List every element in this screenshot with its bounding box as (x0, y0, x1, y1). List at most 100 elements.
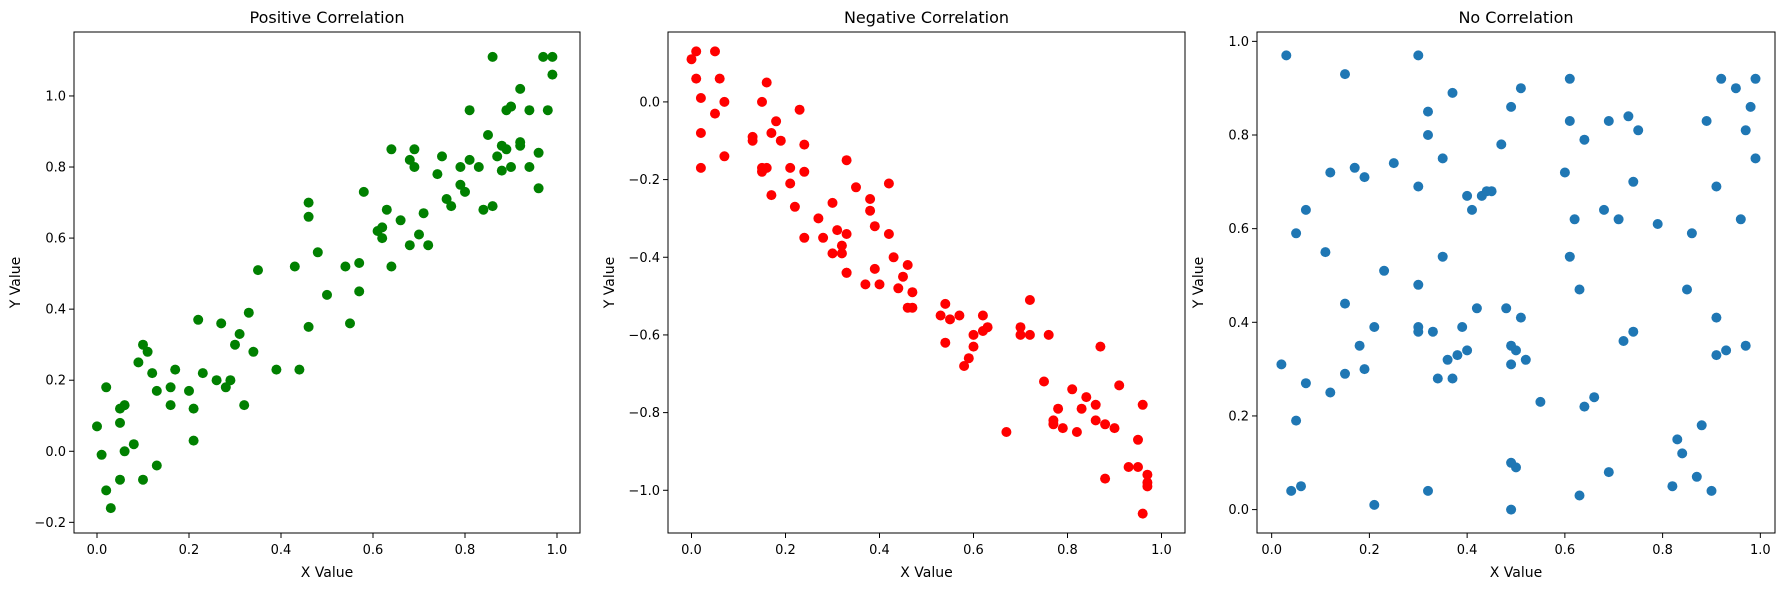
data-point (1471, 303, 1482, 314)
data-point (216, 318, 227, 329)
data-point (409, 162, 420, 172)
data-point (1048, 419, 1059, 430)
data-point (865, 194, 876, 204)
data-points (1276, 50, 1761, 515)
data-point (115, 417, 125, 428)
data-point (1618, 336, 1629, 346)
data-point (799, 166, 810, 177)
data-point (695, 162, 706, 173)
data-point (464, 105, 475, 116)
data-point (1114, 380, 1125, 391)
data-point (1701, 116, 1712, 126)
chart-title: Positive Correlation (250, 8, 405, 27)
data-point (225, 375, 236, 386)
data-point (818, 232, 829, 243)
data-point (1486, 186, 1497, 197)
data-point (151, 385, 162, 396)
data-point (1677, 448, 1688, 459)
y-tick-label: 0.6 (45, 232, 66, 247)
data-point (968, 341, 979, 352)
data-point (1711, 312, 1722, 323)
data-point (248, 346, 259, 357)
y-tick-label: 0.2 (45, 374, 66, 389)
data-point (1015, 322, 1026, 333)
data-point (841, 229, 852, 239)
data-point (1423, 130, 1433, 140)
data-point (959, 361, 970, 371)
data-point (775, 135, 786, 146)
y-axis-label: Y Value (1191, 257, 1207, 309)
data-point (1735, 214, 1746, 225)
data-point (1291, 228, 1302, 239)
axes-frame (667, 31, 1186, 534)
data-point (423, 240, 434, 251)
data-point (1515, 83, 1526, 94)
data-point (1706, 485, 1717, 496)
data-point (1437, 153, 1448, 164)
data-point (1340, 69, 1350, 80)
data-point (1142, 469, 1153, 480)
data-point (234, 329, 245, 339)
data-point (799, 232, 810, 243)
data-point (893, 283, 904, 294)
data-point (230, 339, 240, 350)
x-tick-label: 1.0 (1151, 543, 1172, 558)
data-point (836, 240, 847, 251)
data-point (1090, 415, 1101, 426)
data-point (1716, 73, 1727, 84)
data-point (1300, 204, 1311, 215)
data-point (1388, 158, 1399, 169)
data-point (1100, 419, 1111, 430)
data-point (1100, 473, 1111, 484)
chart-title: Negative Correlation (844, 8, 1009, 27)
data-point (1432, 373, 1443, 384)
data-point (1071, 427, 1082, 437)
y-tick-label: 0.8 (1228, 129, 1249, 144)
y-tick-label: −0.8 (628, 406, 660, 421)
data-point (1427, 326, 1438, 337)
data-point (813, 213, 824, 224)
data-point (695, 93, 706, 103)
data-point (766, 190, 777, 201)
data-point (147, 368, 158, 379)
data-point (1628, 176, 1639, 187)
data-point (841, 267, 852, 278)
data-point (1750, 153, 1761, 164)
data-point (184, 385, 194, 396)
data-point (455, 179, 466, 190)
data-point (832, 225, 843, 236)
y-tick-label: 0.8 (45, 161, 66, 176)
data-point (1623, 111, 1634, 122)
data-point (1501, 303, 1512, 314)
data-point (766, 128, 777, 138)
data-point (151, 460, 162, 471)
data-point (1535, 396, 1546, 407)
x-tick-label: 1.0 (547, 543, 568, 558)
y-tick-label: 0.4 (45, 303, 66, 318)
x-tick-label: 0.6 (1555, 543, 1576, 558)
scatter-panel-3: 0.0 0.2 0.4 0.6 0.8 1.0 0.0 0.2 0.4 0.6 0.8 1.0 No C… (1191, 8, 1776, 581)
data-point (524, 162, 535, 172)
data-point (1569, 214, 1580, 225)
data-point (1053, 403, 1064, 414)
y-tick-label: −0.4 (628, 251, 660, 266)
data-point (940, 298, 951, 309)
data-point (1067, 384, 1078, 395)
data-point (1137, 399, 1148, 410)
x-axis-label: X Value (900, 565, 953, 581)
data-point (1340, 298, 1350, 309)
data-point (1325, 387, 1336, 398)
axes-frame (73, 31, 581, 534)
data-point (101, 485, 112, 496)
data-point (1613, 214, 1624, 225)
y-tick-label: −0.2 (628, 173, 660, 188)
data-point (1559, 167, 1570, 178)
data-point (1603, 467, 1614, 478)
data-point (940, 337, 951, 348)
data-point (1520, 354, 1531, 365)
data-point (869, 263, 880, 274)
data-point (303, 211, 314, 222)
data-point (358, 186, 369, 197)
data-point (473, 162, 484, 172)
